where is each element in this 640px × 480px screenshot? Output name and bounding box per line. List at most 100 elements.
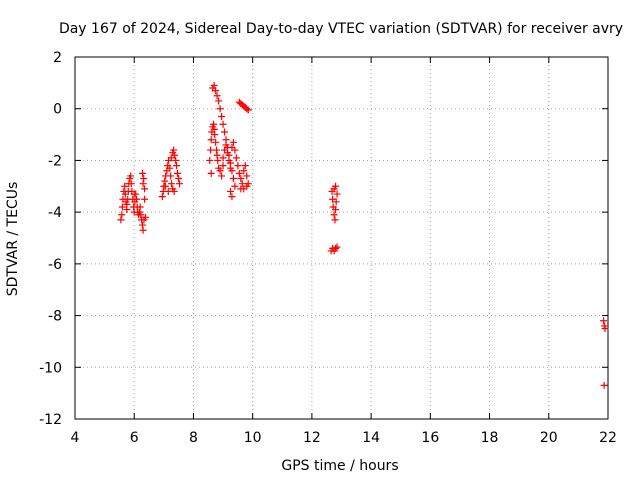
- data-point: [600, 381, 608, 389]
- data-point: [172, 156, 180, 164]
- data-point: [118, 203, 126, 211]
- x-tick-label: 10: [244, 430, 262, 446]
- data-point: [206, 156, 214, 164]
- data-point: [175, 175, 183, 183]
- data-point: [130, 190, 138, 198]
- data-point: [231, 146, 239, 154]
- data-point: [333, 190, 341, 198]
- data-point: [123, 200, 131, 208]
- data-point: [170, 151, 178, 159]
- data-point: [232, 154, 240, 162]
- data-point: [207, 169, 215, 177]
- data-point: [226, 187, 234, 195]
- data-point: [243, 182, 251, 190]
- data-point: [219, 154, 227, 162]
- axis-ticks: [74, 56, 609, 420]
- data-point: [228, 193, 236, 201]
- data-point: [137, 211, 145, 219]
- data-point: [176, 180, 184, 188]
- data-point: [330, 211, 338, 219]
- data-point: [332, 244, 340, 252]
- grid: [75, 57, 608, 419]
- data-point: [225, 156, 233, 164]
- data-point: [127, 180, 135, 188]
- data-point: [211, 131, 219, 139]
- data-point: [121, 182, 129, 190]
- data-point: [601, 325, 609, 332]
- y-tick-label: 2: [53, 50, 62, 66]
- x-axis-label: GPS time / hours: [281, 458, 398, 474]
- x-tick-label: 18: [481, 430, 499, 446]
- data-point: [213, 92, 221, 100]
- y-tick-label: -2: [48, 153, 62, 169]
- data-point: [231, 182, 239, 190]
- data-point: [140, 175, 148, 183]
- data-point: [218, 112, 226, 120]
- data-point: [222, 141, 230, 149]
- y-tick-label: -6: [48, 257, 62, 273]
- data-point: [136, 203, 144, 211]
- data-point: [173, 169, 181, 177]
- data-point: [226, 164, 234, 172]
- data-point: [237, 175, 245, 183]
- data-point: [219, 162, 227, 170]
- data-point: [216, 167, 224, 175]
- data-point: [329, 195, 337, 203]
- x-tick-label: 14: [362, 430, 380, 446]
- data-point: [117, 216, 125, 224]
- data-point: [600, 317, 608, 325]
- data-point: [332, 198, 340, 206]
- data-point: [243, 172, 251, 180]
- data-point: [214, 156, 222, 164]
- data-point: [118, 211, 126, 219]
- data-point: [212, 138, 220, 146]
- data-point: [219, 120, 227, 128]
- plot-frame: [74, 56, 609, 420]
- data-point: [141, 195, 149, 203]
- data-point: [173, 162, 181, 170]
- data-point: [207, 136, 215, 144]
- data-point: [243, 105, 251, 113]
- data-point: [141, 185, 149, 193]
- data-point: [234, 162, 242, 170]
- data-point: [141, 213, 149, 221]
- y-tick-labels: -12 -10 -8 -6 -4 -2 0 2: [39, 50, 62, 428]
- data-point: [166, 164, 174, 172]
- y-tick-label: -4: [48, 205, 62, 221]
- data-point: [331, 216, 339, 224]
- y-tick-label: -8: [48, 309, 62, 325]
- data-point: [215, 97, 223, 105]
- data-point: [333, 243, 341, 251]
- y-tick-label: -10: [39, 360, 62, 376]
- y-tick-label: 0: [53, 102, 62, 118]
- data-point: [216, 105, 224, 113]
- data-point: [221, 128, 229, 136]
- data-points: [117, 81, 609, 389]
- data-point: [167, 172, 175, 180]
- data-point: [330, 185, 338, 193]
- x-tick-label: 6: [130, 430, 139, 446]
- data-point: [229, 175, 237, 183]
- data-point: [207, 146, 215, 154]
- data-point: [139, 226, 147, 234]
- data-point: [168, 180, 176, 188]
- data-point: [127, 172, 135, 180]
- data-point: [161, 182, 169, 190]
- data-point: [238, 180, 246, 188]
- data-point: [244, 106, 252, 114]
- x-tick-label: 20: [540, 430, 558, 446]
- x-tick-label: 4: [71, 430, 80, 446]
- data-point: [212, 87, 220, 95]
- y-tick-label: -12: [39, 412, 62, 428]
- chart-title: Day 167 of 2024, Sidereal Day-to-day VTE…: [59, 21, 623, 37]
- x-tick-label: 22: [599, 430, 617, 446]
- x-tick-label: 16: [421, 430, 439, 446]
- data-point: [240, 167, 248, 175]
- x-tick-labels: 4 6 8 10 12 14 16 18 20 22: [71, 430, 617, 446]
- data-point: [170, 187, 178, 195]
- data-point: [218, 172, 226, 180]
- x-tick-label: 8: [189, 430, 198, 446]
- data-point: [241, 162, 249, 170]
- data-point: [223, 149, 231, 157]
